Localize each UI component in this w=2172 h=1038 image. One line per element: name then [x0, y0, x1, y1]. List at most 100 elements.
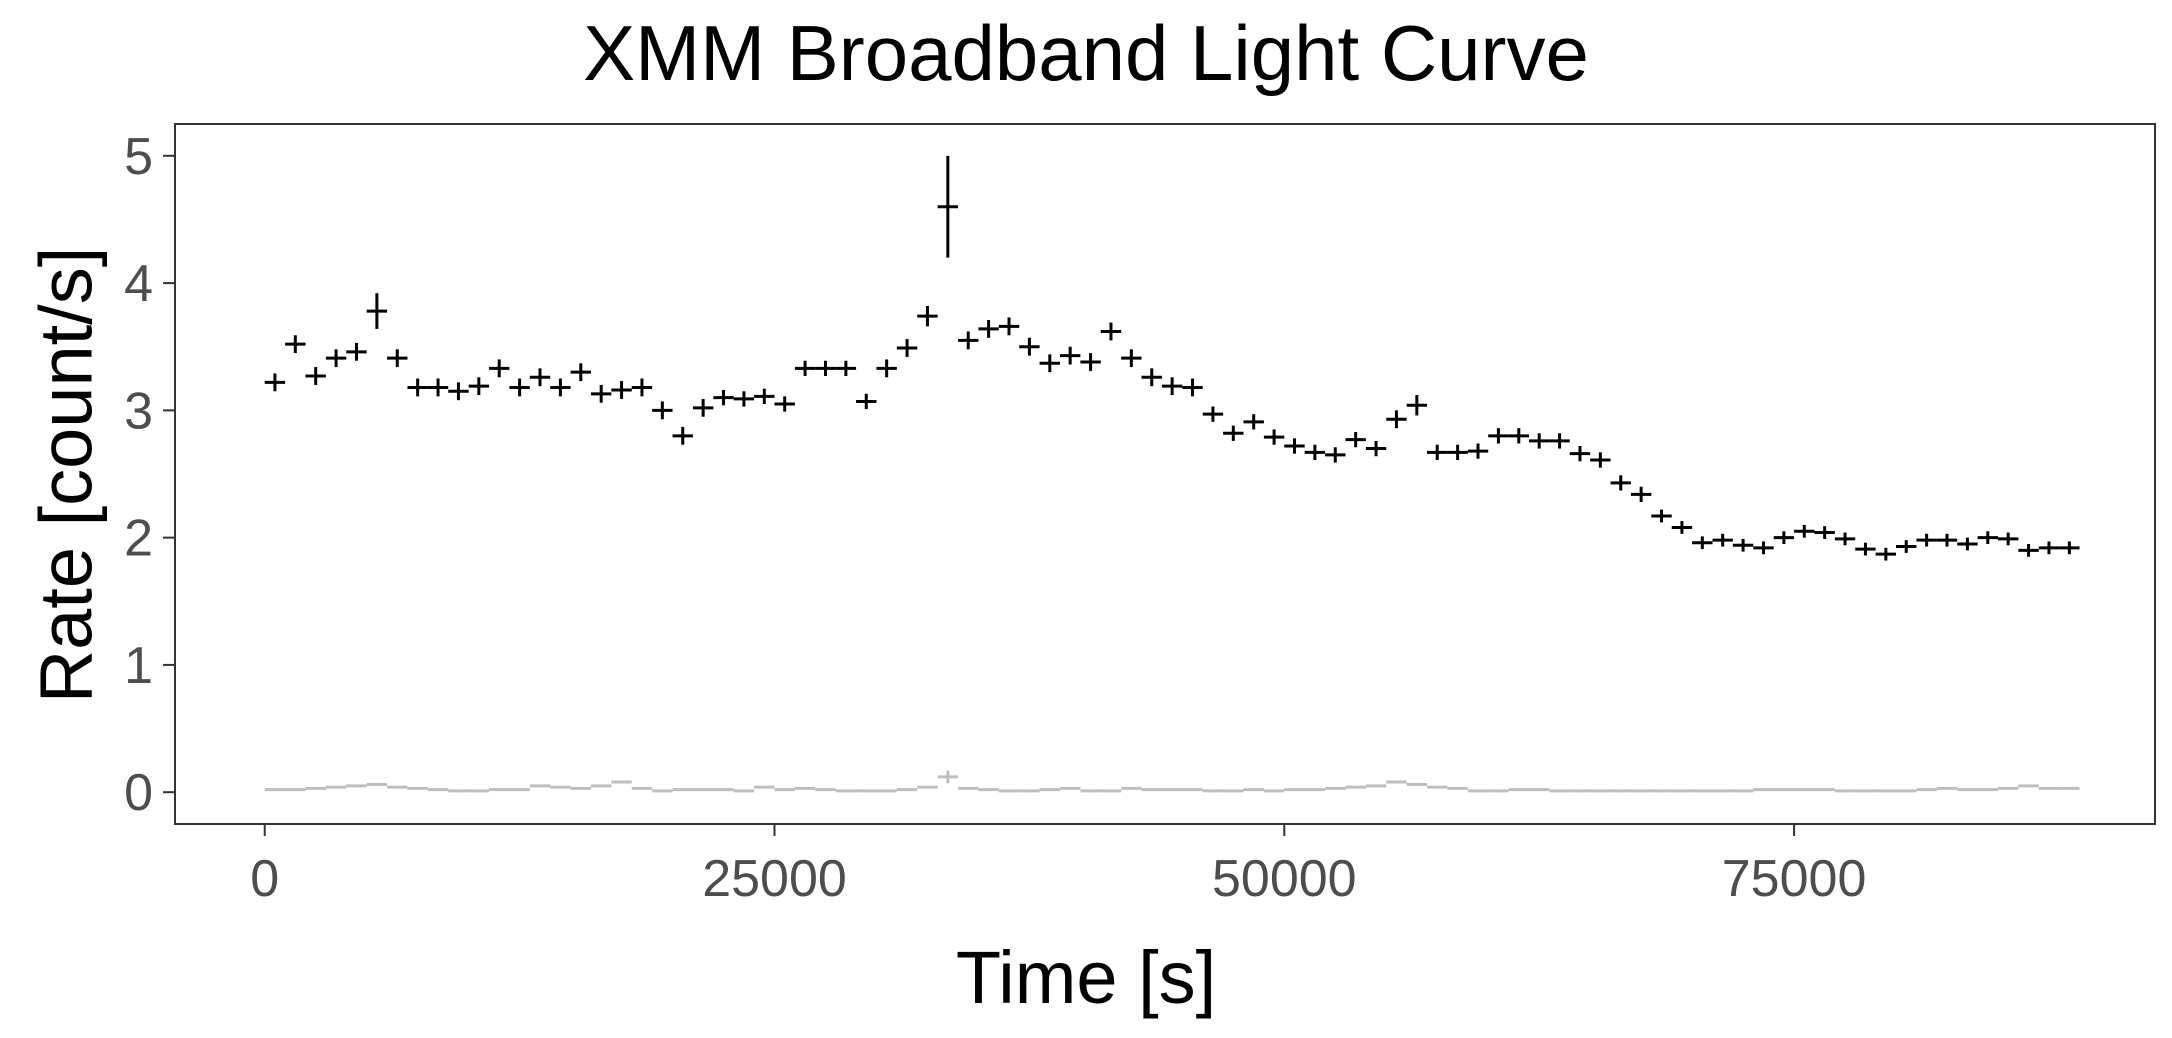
source-data-point — [1997, 532, 2019, 546]
source-data-point — [1773, 531, 1795, 544]
y-tick-label: 2 — [124, 510, 153, 568]
source-data-point — [1671, 521, 1693, 534]
background-data-point — [1957, 788, 1978, 792]
source-data-point — [794, 360, 816, 376]
background-data-point — [1794, 788, 1815, 792]
source-data-point — [509, 378, 530, 397]
source-data-point — [1814, 526, 1835, 539]
source-data-point — [733, 391, 755, 407]
background-data-point — [733, 789, 755, 793]
source-data-point — [448, 382, 469, 401]
background-data-point — [1753, 788, 1774, 792]
source-data-point — [1284, 438, 1305, 454]
source-data-point — [835, 360, 857, 376]
source-data-point — [1182, 378, 1203, 397]
background-data-point — [1528, 788, 1550, 792]
y-tick-label: 0 — [124, 764, 153, 822]
background-data-point — [876, 789, 897, 793]
background-data-point — [998, 789, 1020, 793]
background-data-point — [1182, 788, 1203, 792]
x-axis-label: Time [s] — [955, 936, 1217, 1019]
background-data-point — [1896, 789, 1917, 793]
background-data-point — [366, 783, 388, 787]
source-data-point — [1630, 486, 1652, 502]
source-data-point — [1732, 538, 1754, 552]
background-data-point — [529, 784, 551, 788]
background-data-point — [468, 789, 490, 793]
source-data-point — [1528, 433, 1550, 449]
background-data-point — [1590, 789, 1611, 793]
source-data-point — [570, 363, 591, 382]
background-data-point — [1834, 789, 1856, 793]
source-data-point — [917, 306, 938, 327]
background-data-point — [1365, 784, 1387, 788]
background-data-point — [835, 789, 857, 793]
source-data-point — [1100, 322, 1122, 341]
background-data-point — [1916, 788, 1937, 792]
background-data-point — [2018, 784, 2039, 788]
background-data-point — [407, 786, 428, 790]
background-data-point — [815, 788, 836, 792]
source-data-point — [427, 378, 449, 397]
background-data-point — [509, 788, 530, 792]
source-data-point — [1161, 377, 1183, 396]
background-data-point — [713, 788, 734, 792]
source-data-point — [713, 390, 734, 406]
source-data-point — [1875, 547, 1897, 561]
background-data-point — [1263, 789, 1285, 793]
background-data-point — [1936, 786, 1958, 790]
source-data-point — [754, 388, 775, 404]
background-data-point — [264, 788, 286, 792]
source-data-point — [1794, 524, 1815, 538]
source-data-point — [1692, 536, 1713, 550]
source-data-point — [1304, 444, 1326, 460]
background-data-point — [896, 788, 918, 792]
background-data-point — [1406, 783, 1428, 787]
source-data-point — [998, 317, 1020, 336]
source-data-point — [876, 359, 897, 378]
background-data-point — [590, 784, 612, 788]
background-data-point — [1386, 780, 1407, 784]
source-data-point — [1243, 414, 1264, 430]
background-data-point — [387, 785, 408, 789]
background-data-point — [1304, 788, 1326, 792]
background-data-point — [1610, 789, 1631, 793]
background-data-point — [1651, 789, 1672, 793]
source-series — [264, 155, 2080, 561]
background-data-point — [672, 788, 693, 792]
source-data-point — [2059, 541, 2080, 555]
source-data-point — [1651, 509, 1672, 523]
background-data-point — [1712, 789, 1733, 793]
source-data-point — [1549, 433, 1570, 449]
background-data-point — [570, 786, 591, 790]
background-data-point — [1141, 788, 1162, 792]
plot-panel-border — [174, 123, 2156, 825]
background-data-point — [917, 785, 938, 789]
source-data-point — [1427, 444, 1448, 460]
background-data-point — [1019, 789, 1040, 793]
source-data-point — [774, 396, 795, 412]
source-data-point — [1855, 542, 1876, 556]
background-data-point — [2038, 786, 2060, 790]
background-data-point — [774, 788, 795, 792]
background-data-point — [1161, 788, 1183, 792]
source-data-point — [856, 393, 877, 410]
source-data-point — [1386, 410, 1407, 429]
source-data-point — [958, 331, 979, 350]
background-series — [264, 770, 2080, 793]
background-data-point — [325, 785, 347, 789]
source-data-point — [1141, 368, 1162, 387]
source-data-point — [590, 384, 612, 403]
background-data-point — [1223, 789, 1244, 793]
background-data-point — [1732, 789, 1754, 793]
y-tick-label: 3 — [124, 382, 153, 440]
background-data-point — [346, 784, 367, 788]
source-data-point — [550, 378, 571, 397]
background-data-point — [1243, 788, 1264, 792]
source-data-point — [1508, 428, 1529, 444]
background-data-point — [1977, 788, 1998, 792]
series-layer — [264, 155, 2080, 793]
background-data-point — [794, 786, 816, 790]
background-data-point — [1773, 788, 1795, 792]
source-data-point — [305, 367, 326, 385]
